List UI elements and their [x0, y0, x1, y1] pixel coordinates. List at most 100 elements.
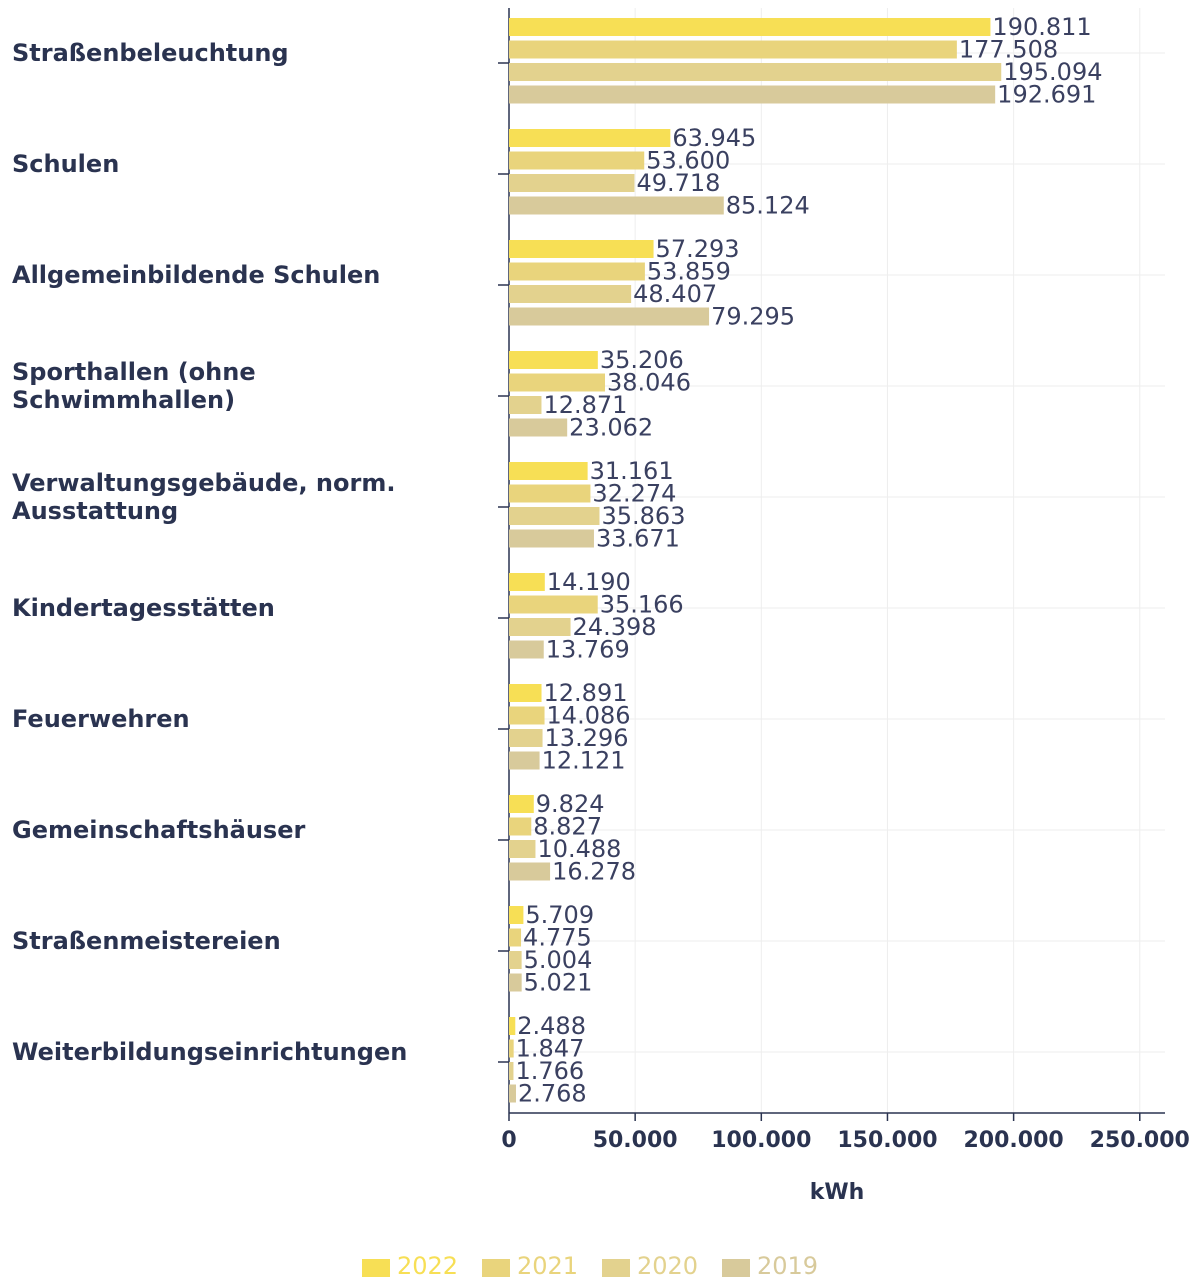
category-label: Allgemeinbildende Schulen	[12, 261, 381, 289]
bar	[509, 351, 598, 369]
bar	[509, 951, 522, 969]
bar	[509, 462, 588, 480]
data-label: 195.094	[1003, 58, 1102, 86]
bar	[509, 63, 1002, 81]
data-label: 2.488	[517, 1012, 586, 1040]
legend-label: 2020	[637, 1252, 698, 1277]
x-tick-label: 200.000	[964, 1128, 1064, 1153]
bar	[509, 684, 542, 702]
category-label: Straßenmeistereien	[12, 927, 281, 955]
bar	[509, 373, 605, 392]
data-label: 5.021	[524, 969, 593, 997]
category-label: Weiterbildungseinrichtungen	[12, 1038, 408, 1066]
category-label: Gemeinschaftshäuser	[12, 816, 306, 844]
x-tick-label: 250.000	[1090, 1128, 1190, 1153]
bar	[509, 751, 540, 770]
legend-swatch	[362, 1259, 390, 1277]
bar	[509, 706, 545, 725]
data-label: 1.847	[516, 1035, 585, 1063]
bar	[509, 240, 654, 258]
bar	[509, 1039, 514, 1058]
bar	[509, 928, 522, 947]
data-label: 48.407	[633, 280, 717, 308]
data-label: 4.775	[523, 924, 592, 952]
data-label: 57.293	[656, 235, 740, 263]
bar	[509, 129, 671, 147]
bar	[509, 529, 594, 548]
category-label: Verwaltungsgebäude, norm. Ausstattung	[12, 469, 396, 525]
data-label: 2.768	[518, 1080, 587, 1108]
bar	[509, 418, 568, 437]
data-label: 24.398	[573, 613, 657, 641]
data-label: 8.827	[533, 813, 602, 841]
category-label: Straßenbeleuchtung	[12, 39, 289, 67]
legend-label: 2022	[397, 1252, 458, 1277]
bar	[509, 618, 571, 636]
category-label: Feuerwehren	[12, 705, 190, 733]
data-label: 12.891	[544, 679, 628, 707]
bar	[509, 85, 996, 104]
legend-label: 2021	[517, 1252, 578, 1277]
data-label: 79.295	[711, 303, 795, 331]
data-label: 5.709	[525, 901, 594, 929]
bar	[509, 1062, 514, 1080]
category-label: Sporthallen (ohne Schwimmhallen)	[12, 358, 256, 414]
data-label: 9.824	[536, 790, 605, 818]
bar	[509, 196, 724, 215]
data-label: 35.166	[600, 591, 684, 619]
bar	[509, 1084, 516, 1103]
data-label: 12.121	[542, 747, 626, 775]
category-label: Schulen	[12, 150, 120, 178]
x-axis-label: kWh	[810, 1180, 865, 1205]
data-label: 190.811	[992, 13, 1091, 41]
bar	[509, 507, 600, 525]
data-label: 14.190	[547, 568, 631, 596]
bar	[509, 262, 645, 281]
data-label: 38.046	[607, 369, 691, 397]
bar	[509, 307, 710, 326]
data-label: 33.671	[596, 525, 680, 553]
bar	[509, 18, 991, 36]
bar	[509, 795, 534, 813]
x-tick-label: 50.000	[593, 1128, 678, 1153]
data-label: 10.488	[537, 835, 621, 863]
data-label: 1.766	[515, 1057, 584, 1085]
bar	[509, 40, 957, 59]
bar	[509, 1017, 516, 1035]
bar	[509, 151, 645, 170]
bar	[509, 396, 542, 414]
bar	[509, 906, 524, 924]
legend-swatch	[722, 1259, 750, 1277]
legend-label: 2019	[757, 1252, 818, 1277]
bar	[509, 817, 532, 836]
bar	[509, 484, 591, 503]
data-label: 14.086	[547, 702, 631, 730]
bar	[509, 174, 635, 192]
data-label: 49.718	[636, 169, 720, 197]
data-label: 32.274	[592, 480, 676, 508]
data-label: 192.691	[997, 81, 1096, 109]
data-label: 5.004	[524, 946, 593, 974]
data-label: 63.945	[672, 124, 756, 152]
bar	[509, 573, 545, 591]
x-tick-label: 0	[501, 1128, 516, 1153]
bar	[509, 729, 543, 747]
data-label: 31.161	[590, 457, 674, 485]
data-label: 53.859	[647, 258, 731, 286]
bar	[509, 595, 598, 614]
x-tick-label: 150.000	[837, 1128, 937, 1153]
data-label: 35.206	[600, 346, 684, 374]
legend-swatch	[602, 1259, 630, 1277]
bar	[509, 640, 544, 659]
data-label: 23.062	[569, 414, 653, 442]
data-label: 13.296	[545, 724, 629, 752]
data-label: 85.124	[726, 192, 810, 220]
bar	[509, 285, 632, 303]
legend-swatch	[482, 1259, 510, 1277]
data-label: 35.863	[601, 502, 685, 530]
data-label: 53.600	[646, 147, 730, 175]
data-label: 12.871	[543, 391, 627, 419]
data-label: 13.769	[546, 636, 630, 664]
